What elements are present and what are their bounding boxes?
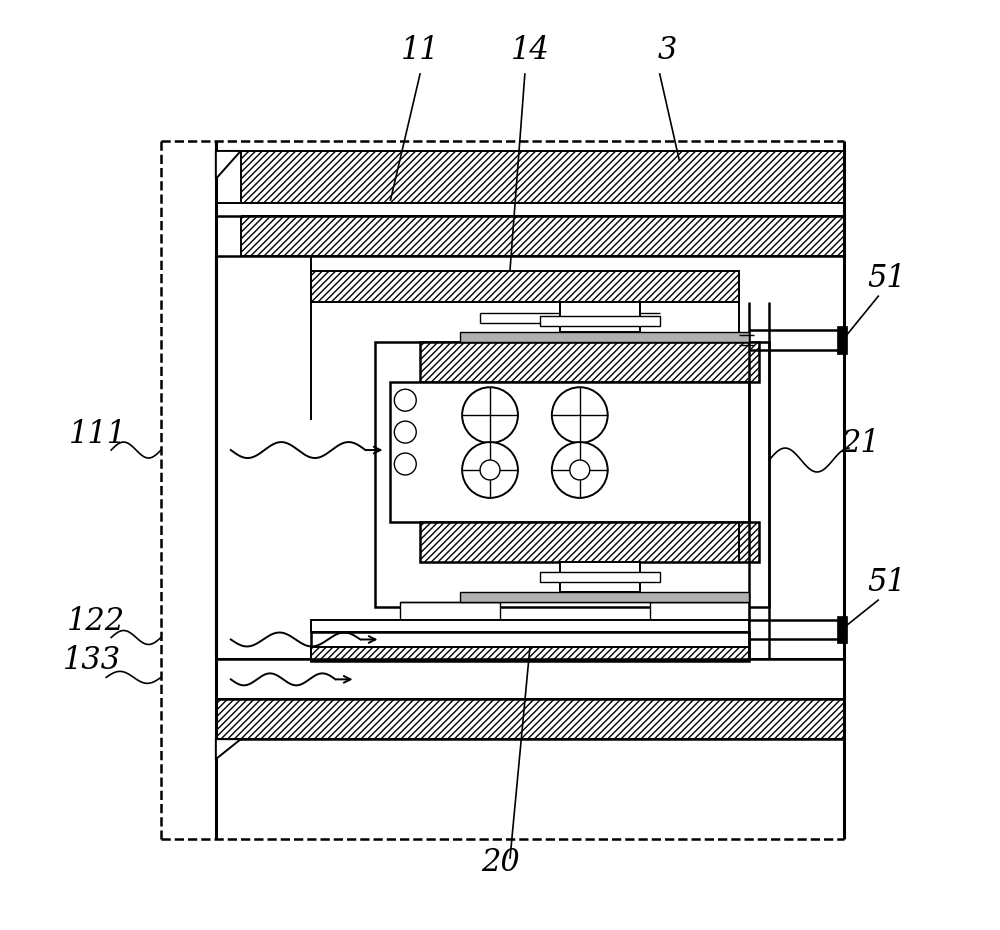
- Text: 133: 133: [63, 645, 121, 676]
- Bar: [311, 647, 749, 661]
- Circle shape: [462, 387, 518, 443]
- Text: 11: 11: [401, 35, 440, 66]
- Text: 51: 51: [867, 566, 906, 598]
- Circle shape: [394, 453, 416, 475]
- Circle shape: [480, 460, 500, 480]
- Text: 51: 51: [867, 262, 906, 294]
- Bar: [375, 342, 769, 606]
- Circle shape: [462, 442, 518, 498]
- Bar: [311, 271, 739, 302]
- Bar: [311, 631, 749, 661]
- Bar: [540, 572, 660, 581]
- Bar: [311, 619, 749, 631]
- Text: 122: 122: [67, 605, 125, 636]
- Bar: [837, 616, 847, 644]
- Text: 21: 21: [842, 428, 880, 459]
- Circle shape: [552, 442, 608, 498]
- Bar: [216, 699, 844, 739]
- Bar: [460, 332, 749, 342]
- Bar: [400, 602, 500, 621]
- Polygon shape: [216, 151, 241, 179]
- Bar: [460, 591, 749, 602]
- Circle shape: [552, 387, 608, 443]
- Circle shape: [394, 421, 416, 443]
- Bar: [216, 659, 844, 699]
- Polygon shape: [216, 739, 241, 759]
- Text: 14: 14: [511, 35, 549, 66]
- Circle shape: [570, 460, 590, 480]
- Text: 20: 20: [481, 847, 519, 878]
- Bar: [241, 216, 844, 256]
- Bar: [540, 316, 660, 326]
- Bar: [216, 203, 241, 216]
- Bar: [560, 562, 640, 591]
- Bar: [241, 151, 844, 203]
- Circle shape: [394, 390, 416, 411]
- Bar: [420, 522, 759, 562]
- Bar: [560, 302, 640, 332]
- Bar: [390, 382, 749, 522]
- Bar: [420, 342, 759, 382]
- Text: 111: 111: [69, 419, 127, 450]
- Text: 3: 3: [658, 35, 677, 66]
- Bar: [837, 326, 847, 354]
- Bar: [650, 602, 749, 621]
